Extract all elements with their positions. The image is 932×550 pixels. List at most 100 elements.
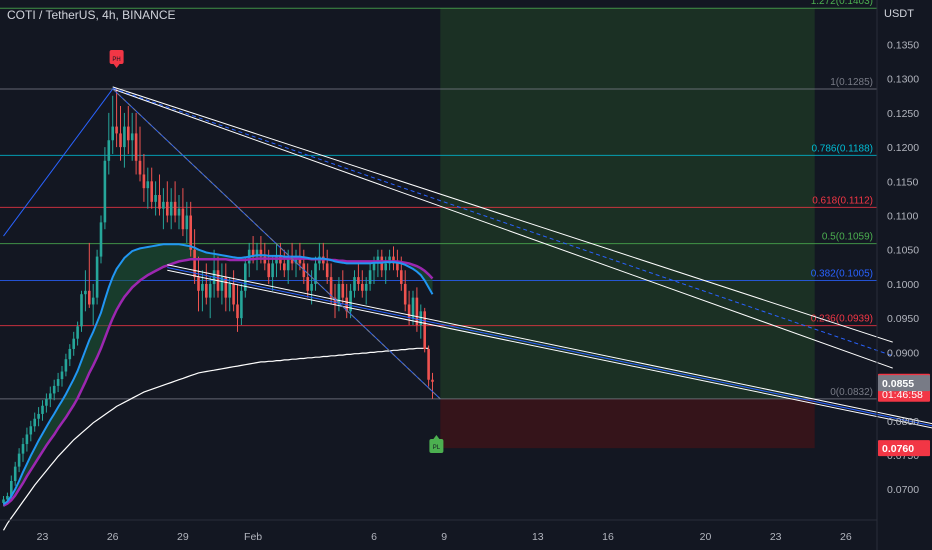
candle-body <box>146 181 150 189</box>
candle-body <box>310 283 313 291</box>
fib-level-label: 0.236(0.0939) <box>811 314 873 325</box>
candle-body <box>60 371 64 380</box>
candle-body <box>333 297 337 305</box>
candle-body <box>88 290 91 305</box>
candle-body <box>361 283 364 291</box>
x-tick-label: 6 <box>371 531 377 543</box>
candle-body <box>115 126 118 134</box>
candle-body <box>33 418 36 427</box>
y-tick-label: 0.1050 <box>887 245 919 257</box>
candle-body <box>64 359 68 372</box>
candle-body <box>99 222 103 257</box>
candle-body <box>208 283 212 298</box>
trendline-lower-wedge-2 <box>167 269 932 429</box>
candle-body <box>283 263 286 271</box>
candle-body <box>193 249 196 278</box>
fib-level-label: 0.786(0.1188) <box>811 143 873 154</box>
candle-body <box>103 160 107 223</box>
candle-body <box>392 256 395 264</box>
candle-body <box>368 270 372 284</box>
candle-body <box>357 277 360 284</box>
x-tick-label: 26 <box>107 531 119 543</box>
candle-body <box>111 126 114 141</box>
candle-body <box>158 195 161 209</box>
candle-body <box>6 496 9 500</box>
candle-body <box>329 277 333 298</box>
candle-body <box>271 263 274 278</box>
candle-body <box>384 263 387 271</box>
candle-body <box>10 481 13 497</box>
ema-fast-line <box>2 243 434 506</box>
candle-body <box>396 263 399 271</box>
currency-label: USDT <box>884 8 914 20</box>
candle-body <box>400 270 403 284</box>
y-tick-label: 0.1150 <box>887 176 918 188</box>
candle-body <box>13 466 17 481</box>
candle-body <box>349 290 352 312</box>
y-tick-label: 0.1100 <box>887 211 918 223</box>
candle-body <box>290 256 294 264</box>
y-tick-label: 0.0900 <box>887 347 919 359</box>
candle-body <box>17 453 21 467</box>
candle-body <box>150 181 153 202</box>
candle-body <box>169 201 173 216</box>
candle-body <box>263 256 267 264</box>
candle-body <box>201 283 204 291</box>
candle-body <box>72 338 75 349</box>
y-tick-label: 0.0700 <box>887 484 919 496</box>
candle-body <box>25 434 29 445</box>
candle-body <box>325 263 329 278</box>
symbol-title: COTI / TetherUS, 4h, BINANCE <box>7 8 176 22</box>
candle-body <box>376 256 380 264</box>
trendline-fib-diag-dash <box>112 88 441 400</box>
y-tick-label: 0.0800 <box>887 416 919 428</box>
candle-body <box>173 201 177 216</box>
marker-label: PL <box>433 445 441 451</box>
candle-body <box>275 256 278 264</box>
candle-body <box>411 297 415 319</box>
candle-body <box>162 201 165 209</box>
candle-body <box>298 256 302 264</box>
candle-body <box>294 256 298 264</box>
candle-body <box>142 174 146 189</box>
pivot-high-marker <box>109 50 124 64</box>
candle-body <box>403 283 407 305</box>
candle-body <box>423 311 426 349</box>
candle-body <box>228 283 231 298</box>
candle-body <box>244 263 247 291</box>
candle-body <box>224 277 228 298</box>
trendline-lower-wedge-1 <box>167 264 932 425</box>
candle-body <box>2 499 5 503</box>
candle-body <box>388 256 391 264</box>
candle-body <box>337 283 341 305</box>
fib-level-label: 1.272(0.1403) <box>811 0 873 7</box>
y-tick-label: 0.1250 <box>887 108 919 120</box>
candle-body <box>255 249 259 257</box>
candle-body <box>123 126 126 148</box>
candle-body <box>49 393 52 399</box>
sma-line <box>2 347 429 531</box>
candle-body <box>364 283 368 291</box>
candle-body <box>306 277 309 291</box>
candle-body <box>240 290 243 319</box>
position-target-zone <box>440 8 815 399</box>
x-tick-label: 20 <box>700 531 712 543</box>
price-tag-value: 0.0855 <box>882 378 914 390</box>
x-tick-label: 13 <box>532 531 544 543</box>
candle-body <box>154 195 157 202</box>
candle-body <box>431 379 434 382</box>
x-tick-label: 29 <box>177 531 189 543</box>
price-tag <box>878 440 930 457</box>
candle-body <box>407 304 411 319</box>
candle-body <box>91 297 95 305</box>
y-tick-label: 0.1300 <box>887 74 919 86</box>
candle-body <box>232 283 235 305</box>
pivot-low-marker <box>429 439 444 453</box>
trendline-lower-wedge-blue <box>167 267 932 427</box>
x-tick-label: 26 <box>840 531 852 543</box>
candle-body <box>197 277 200 291</box>
y-tick-label: 0.1000 <box>887 279 919 291</box>
candle-body <box>52 385 56 394</box>
